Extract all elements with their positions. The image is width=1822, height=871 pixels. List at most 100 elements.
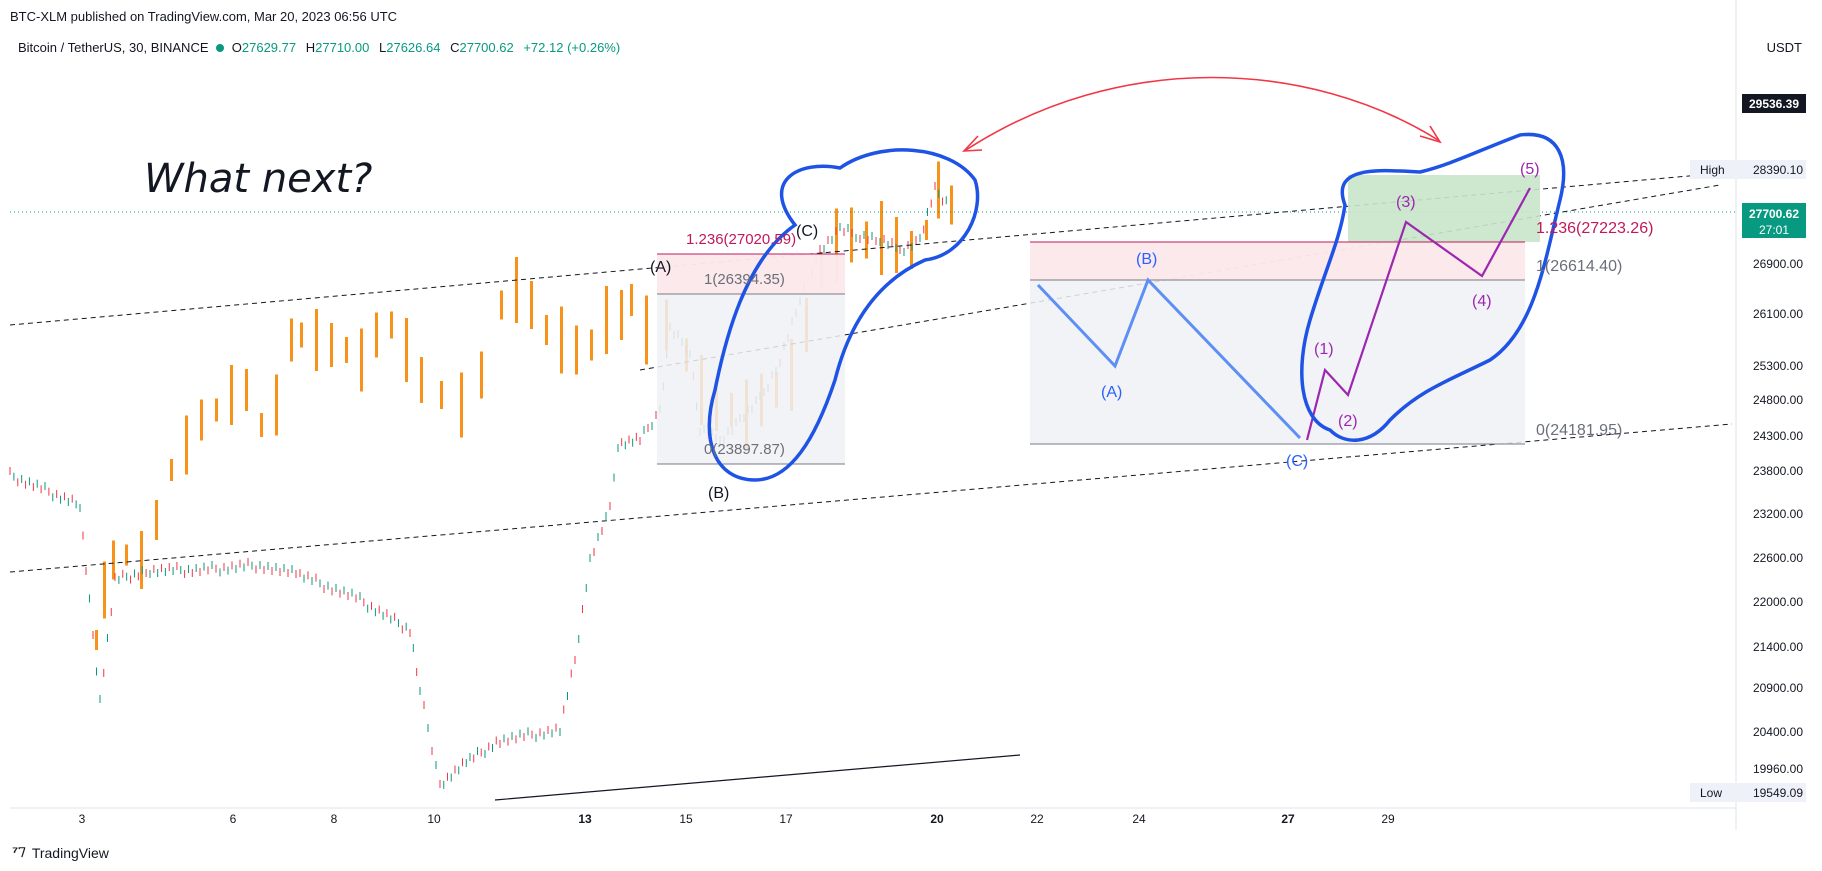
price-bar-orange xyxy=(545,315,548,345)
price-marker-current-value: 27700.62 xyxy=(1749,207,1799,221)
price-marker-low xyxy=(1690,783,1806,802)
drawings xyxy=(9,76,1736,801)
price-tick-label: 20400.00 xyxy=(1753,725,1803,739)
price-tick-label: 22600.00 xyxy=(1753,551,1803,565)
wave-label-a-black: (A) xyxy=(650,259,671,276)
price-bar-orange xyxy=(185,415,188,475)
price-bar-orange xyxy=(925,220,928,240)
price-bar-orange xyxy=(440,381,443,409)
price-bar-orange xyxy=(500,290,503,320)
price-tick-label: 19960.00 xyxy=(1753,762,1803,776)
price-marker-low-label: Low xyxy=(1700,786,1722,800)
trendline-support xyxy=(494,754,1021,801)
price-marker-top-text: 29536.39 xyxy=(1749,97,1799,111)
price-tick-label: 20900.00 xyxy=(1753,681,1803,695)
price-bar-orange xyxy=(865,221,868,259)
price-axis[interactable]: 28590.0026900.0026100.0025300.0024800.00… xyxy=(1753,158,1803,776)
symbol-ohlc-bar: Bitcoin / TetherUS, 30, BINANCE O27629.7… xyxy=(18,40,620,55)
price-marker-high-label: High xyxy=(1700,163,1725,177)
footer: ⁷𝟽 TradingView xyxy=(12,844,109,861)
fib-label-right-1236: 1.236(27223.26) xyxy=(1536,220,1653,237)
tradingview-logo-icon: ⁷𝟽 xyxy=(12,844,27,861)
price-bar-orange xyxy=(645,295,648,365)
price-bar-orange xyxy=(345,337,348,363)
price-bar-orange xyxy=(515,257,518,323)
price-bar-orange xyxy=(605,286,608,354)
price-bar-orange xyxy=(170,459,173,481)
wave-label-4: (4) xyxy=(1472,293,1492,310)
status-dot xyxy=(216,44,225,52)
price-bar-orange xyxy=(245,369,248,411)
target-zone xyxy=(1348,175,1540,242)
close-value: 27700.62 xyxy=(459,40,514,55)
red-arrow-head-left xyxy=(962,135,983,152)
red-arrow xyxy=(965,76,1439,151)
price-marker-high-value: 28390.10 xyxy=(1753,163,1803,177)
price-bar-orange xyxy=(95,630,98,650)
price-bar-orange xyxy=(215,398,218,422)
wave-impulse-projection xyxy=(1305,187,1531,441)
time-tick-label: 10 xyxy=(427,812,441,826)
price-bar-orange xyxy=(420,357,423,403)
fib-label-right-1: 1(26614.40) xyxy=(1536,258,1622,275)
price-bar-orange xyxy=(360,328,363,392)
price-bar-orange xyxy=(590,329,593,361)
open-label: O xyxy=(231,40,242,55)
chart-title: What next? xyxy=(144,156,372,202)
price-bar-orange xyxy=(630,284,633,316)
trendline-lower xyxy=(9,423,1733,573)
wave-label-c-black: (C) xyxy=(796,223,818,240)
high-label: H xyxy=(305,40,316,55)
low-value: 27626.64 xyxy=(386,40,441,55)
time-tick-label: 17 xyxy=(779,812,793,826)
price-bar-orange xyxy=(300,322,303,348)
price-bar-orange xyxy=(405,318,408,382)
time-tick-label: 3 xyxy=(79,812,86,826)
price-tick-label: 26900.00 xyxy=(1753,257,1803,271)
price-bar-orange xyxy=(155,500,158,540)
price-bar-orange xyxy=(620,290,623,340)
price-bar-orange xyxy=(560,306,563,374)
change-value: +72.12 (+0.26%) xyxy=(523,40,621,55)
time-tick-label: 29 xyxy=(1381,812,1395,826)
price-tick-label: 24300.00 xyxy=(1753,429,1803,443)
currency-label: USDT xyxy=(1766,40,1802,55)
price-bar-orange xyxy=(125,544,128,566)
price-tick-label: 23800.00 xyxy=(1753,464,1803,478)
wave-label-5: (5) xyxy=(1520,161,1540,178)
price-marker-current xyxy=(1742,203,1806,238)
price-bar-orange xyxy=(275,374,278,436)
wave-label-3: (3) xyxy=(1396,194,1416,211)
price-bar-orange xyxy=(230,365,233,425)
price-bar-orange xyxy=(575,325,578,375)
time-tick-label: 24 xyxy=(1132,812,1146,826)
price-tick-label: 22000.00 xyxy=(1753,595,1803,609)
wave-label-2: (2) xyxy=(1338,413,1358,430)
time-tick-label: 6 xyxy=(230,812,237,826)
publish-info: BTC-XLM published on TradingView.com, Ma… xyxy=(10,9,398,24)
price-tick-label: 25300.00 xyxy=(1753,359,1803,373)
price-bar-orange xyxy=(375,312,378,358)
price-bar-orange xyxy=(103,561,106,619)
wave-label-1: (1) xyxy=(1314,341,1334,358)
price-bar-orange xyxy=(315,309,318,371)
price-bar-orange xyxy=(880,201,883,275)
fib-zone-right xyxy=(1030,242,1525,280)
price-bar-orange xyxy=(200,399,203,441)
time-tick-label: 22 xyxy=(1030,812,1044,826)
wave-label-a-blue: (A) xyxy=(1101,384,1122,401)
time-tick-label: 13 xyxy=(578,812,592,826)
time-tick-label: 8 xyxy=(331,812,338,826)
fib-label-left-0: 0(23897.87) xyxy=(704,441,785,458)
wave-label-b-blue: (B) xyxy=(1136,251,1157,268)
time-axis[interactable]: 3 6 8 10 13 15 17 20 22 24 27 29 xyxy=(79,812,1395,826)
highlight-loop-left xyxy=(707,148,980,482)
time-tick-label: 27 xyxy=(1281,812,1295,826)
fib-label-left-1: 1(26394.35) xyxy=(704,271,785,288)
time-tick-label: 15 xyxy=(679,812,693,826)
footer-brand: TradingView xyxy=(31,844,109,861)
price-bar-orange xyxy=(290,318,293,362)
price-bar-orange xyxy=(330,323,333,367)
price-bar-orange xyxy=(112,540,115,580)
